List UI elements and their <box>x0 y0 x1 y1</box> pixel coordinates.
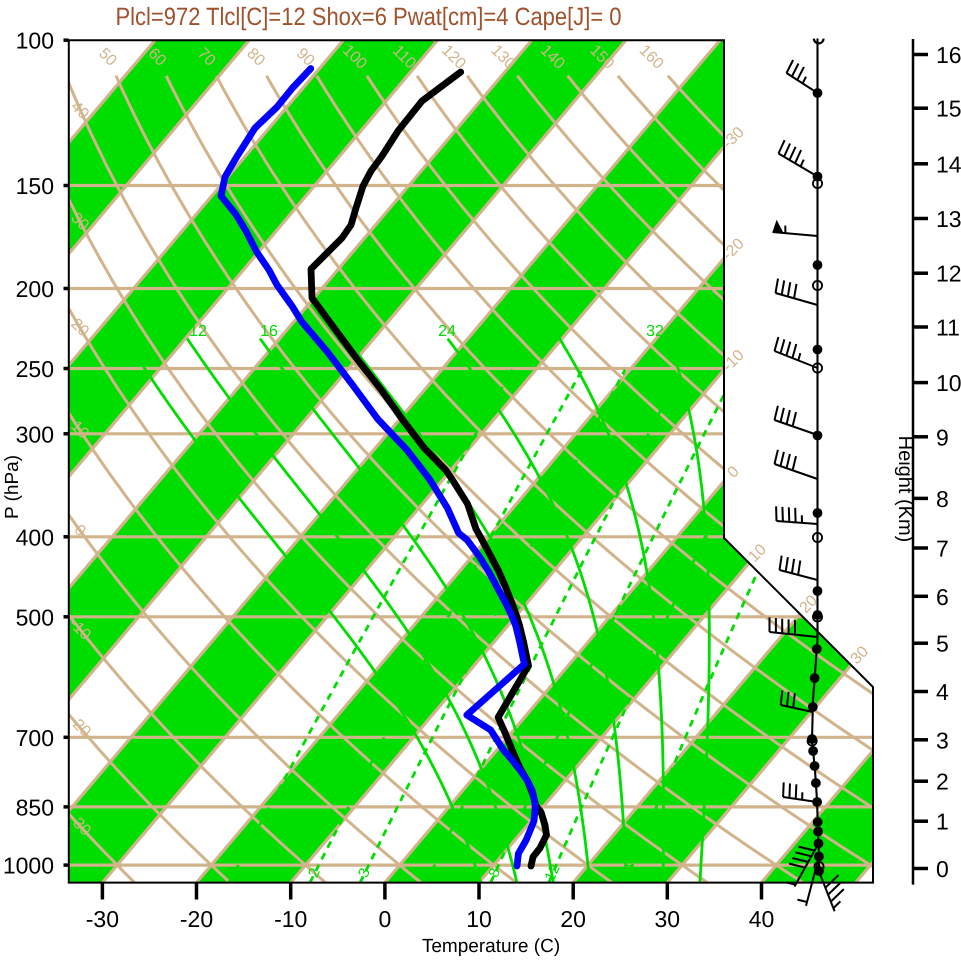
svg-text:12: 12 <box>189 323 207 340</box>
svg-text:700: 700 <box>16 725 54 751</box>
svg-text:0: 0 <box>379 906 392 932</box>
svg-text:32: 32 <box>646 323 664 340</box>
svg-text:40: 40 <box>749 906 775 932</box>
svg-text:14: 14 <box>936 151 961 177</box>
svg-text:8: 8 <box>936 486 949 512</box>
svg-text:400: 400 <box>16 524 54 550</box>
svg-text:13: 13 <box>936 206 961 232</box>
svg-text:10: 10 <box>466 906 492 932</box>
svg-text:850: 850 <box>16 794 54 820</box>
svg-text:-10: -10 <box>274 906 307 932</box>
svg-text:150: 150 <box>16 173 54 199</box>
svg-text:500: 500 <box>16 604 54 630</box>
svg-text:4: 4 <box>936 679 949 705</box>
svg-text:6: 6 <box>936 584 949 610</box>
svg-text:30: 30 <box>655 906 681 932</box>
svg-text:16: 16 <box>936 42 961 68</box>
svg-text:250: 250 <box>16 356 54 382</box>
svg-text:24: 24 <box>438 323 456 340</box>
svg-text:12: 12 <box>936 261 961 287</box>
svg-text:5: 5 <box>936 631 949 657</box>
svg-text:Plcl=972 Tlcl[C]=12 Shox=6 Pwa: Plcl=972 Tlcl[C]=12 Shox=6 Pwat[cm]=4 Ca… <box>116 3 622 31</box>
svg-text:2: 2 <box>936 769 949 795</box>
svg-text:10: 10 <box>936 370 961 396</box>
svg-text:-30: -30 <box>86 906 119 932</box>
svg-text:1000: 1000 <box>3 853 54 879</box>
svg-text:1: 1 <box>936 809 949 835</box>
svg-text:-20: -20 <box>180 906 213 932</box>
svg-text:16: 16 <box>260 323 278 340</box>
svg-text:3: 3 <box>936 727 949 753</box>
svg-text:20: 20 <box>560 906 586 932</box>
svg-text:15: 15 <box>936 96 961 122</box>
svg-text:0: 0 <box>936 856 949 882</box>
svg-text:200: 200 <box>16 276 54 302</box>
svg-text:9: 9 <box>936 424 949 450</box>
svg-text:7: 7 <box>936 536 949 562</box>
svg-text:100: 100 <box>16 28 54 54</box>
svg-text:P (hPa): P (hPa) <box>2 455 23 519</box>
svg-text:300: 300 <box>16 421 54 447</box>
svg-text:Temperature (C): Temperature (C) <box>422 936 560 957</box>
svg-text:11: 11 <box>936 315 960 341</box>
